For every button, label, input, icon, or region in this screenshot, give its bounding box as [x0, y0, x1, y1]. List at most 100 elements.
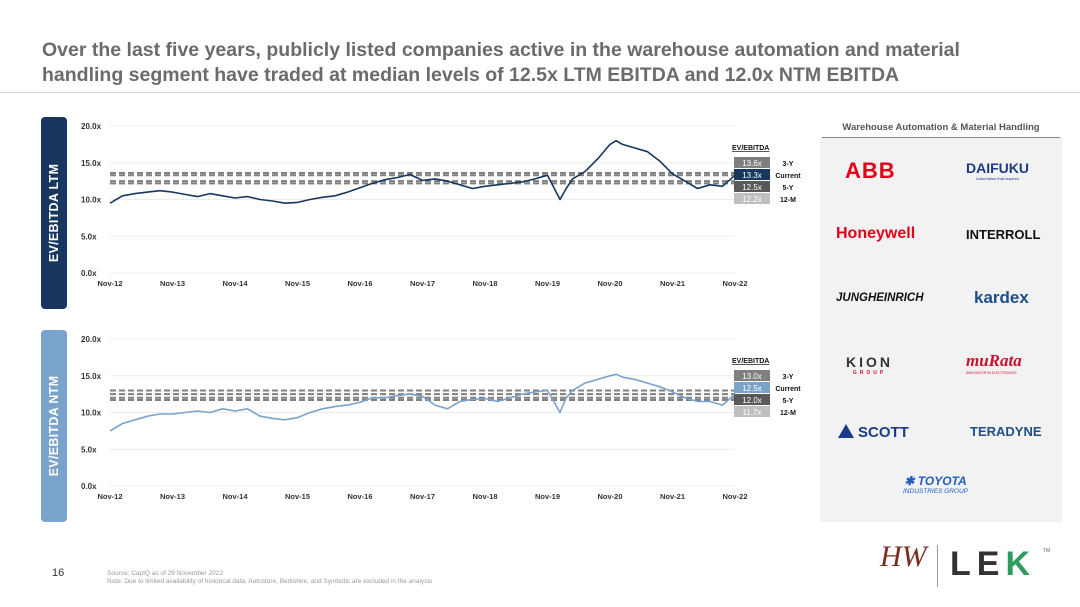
page-number: 16 [52, 567, 65, 579]
ltm-x-tick-label: Nov-20 [597, 279, 622, 288]
ltm-x-tick-label: Nov-18 [472, 279, 497, 288]
scott-wordmark: SCOTT [858, 424, 909, 441]
abb-logo: ABB [845, 158, 896, 183]
footnote: Source: CapIQ as of 29 November 2022 Not… [107, 570, 432, 586]
ltm-badge-current [734, 169, 770, 180]
ltm-x-tick-label: Nov-13 [160, 279, 185, 288]
ntm-chart: 0.0x 5.0x 10.0x 15.0x 20.0x Nov-12 Nov-13 Nov-1… [81, 335, 801, 501]
ltm-ev-ebitda-header: EV/EBITDA [732, 145, 769, 152]
title-divider [0, 92, 1080, 93]
murata-tagline: INNOVATOR IN ELECTRONICS [966, 371, 1017, 375]
ltm-x-tick-label: Nov-12 [97, 279, 122, 288]
ntm-badge-label-current: Current [775, 386, 801, 393]
ntm-x-tick-label: Nov-15 [285, 492, 310, 501]
ltm-chart: 0.0x 5.0x 10.0x 15.0x 20.0x Nov-12 Nov-13 Nov-1… [81, 122, 801, 288]
ltm-y-tick-label: 10.0x [81, 196, 102, 205]
logo-panel [820, 118, 1062, 522]
toyota-mark-icon: ✱ [904, 474, 915, 488]
ltm-badge-value-12-m: 12.2x [742, 195, 762, 204]
page-title: Over the last five years, publicly liste… [42, 38, 1042, 88]
kion-wordmark: KION [846, 354, 893, 370]
ntm-badge-12-m [734, 406, 770, 417]
ntm-x-tick-label: Nov-12 [97, 492, 122, 501]
daifuku-wordmark: DAIFUKU [966, 160, 1029, 176]
ntm-badge-value-current: 12.5x [742, 384, 762, 393]
daifuku-tagline: Automation that inspires [976, 176, 1019, 181]
lek-l: L [950, 545, 977, 583]
ntm-side-label: EV/EBITDA NTM [41, 330, 67, 522]
title-line-2: handling segment have traded at median l… [42, 64, 900, 86]
toyota-tagline: INDUSTRIES GROUP [903, 488, 969, 495]
ltm-badge-label-current: Current [775, 173, 801, 180]
ltm-badge-5-y [734, 181, 770, 192]
scott-mark-icon [838, 424, 854, 438]
scott-logo: SCOTT [838, 424, 909, 441]
ntm-x-tick-label: Nov-16 [347, 492, 372, 501]
ntm-y-tick-label: 5.0x [81, 445, 97, 454]
ntm-badge-value-3-y: 13.0x [742, 372, 762, 381]
ntm-x-tick-label: Nov-14 [222, 492, 248, 501]
lek-k: K [1005, 545, 1037, 583]
ntm-badge-value-12-m: 11.7x [743, 408, 762, 417]
ntm-y-tick-label: 0.0x [81, 482, 97, 491]
ltm-badge-value-current: 13.3x [742, 171, 762, 180]
footnote-note: Note: Due to limited availability of his… [107, 578, 433, 585]
brand-divider [937, 545, 938, 587]
murata-logo: muRata INNOVATOR IN ELECTRONICS [966, 351, 1022, 375]
ltm-side-label: EV/EBITDA LTM [41, 117, 67, 309]
honeywell-logo: Honeywell [836, 225, 916, 242]
ltm-y-tick-label: 5.0x [81, 232, 97, 241]
ltm-x-tick-label: Nov-22 [722, 279, 747, 288]
ltm-badge-12-m [734, 193, 770, 204]
ntm-x-tick-label: Nov-17 [410, 492, 435, 501]
kardex-logo: kardex [974, 288, 1029, 307]
ltm-x-tick-label: Nov-19 [535, 279, 560, 288]
ltm-x-tick-label: Nov-21 [660, 279, 685, 288]
ntm-badge-current [734, 382, 770, 393]
jungheinrich-logo: JUNGHEINRICH [836, 292, 924, 304]
ltm-x-tick-label: Nov-15 [285, 279, 310, 288]
ntm-x-tick-label: Nov-18 [472, 492, 497, 501]
hw-logo: HW [880, 540, 927, 573]
ltm-x-tick-label: Nov-16 [347, 279, 372, 288]
ntm-y-tick-label: 15.0x [81, 372, 102, 381]
ntm-series-line [109, 373, 736, 432]
ltm-x-tick-label: Nov-17 [410, 279, 435, 288]
ntm-badge-value-5-y: 12.0x [742, 396, 762, 405]
ntm-x-tick-label: Nov-13 [160, 492, 185, 501]
ltm-x-tick-label: Nov-14 [222, 279, 248, 288]
ltm-badge-3-y [734, 157, 770, 168]
logo-panel-header: Warehouse Automation & Material Handling [820, 118, 1062, 138]
kion-logo: KION GROUP [846, 354, 893, 376]
ntm-badge-label-3-y: 3-Y [783, 374, 794, 381]
ltm-badge-label-3-y: 3-Y [783, 161, 794, 168]
footnote-source: Source: CapIQ as of 29 November 2022 [107, 570, 223, 577]
teradyne-logo: TERADYNE [970, 424, 1042, 439]
ltm-y-tick-label: 15.0x [81, 159, 102, 168]
ntm-badge-label-12-m: 12-M [780, 410, 796, 417]
ntm-y-tick-label: 10.0x [81, 409, 102, 418]
ltm-badge-label-12-m: 12-M [780, 197, 796, 204]
daifuku-logo: DAIFUKU Automation that inspires [966, 160, 1029, 181]
ntm-x-tick-label: Nov-22 [722, 492, 747, 501]
kion-tagline: GROUP [852, 370, 887, 376]
lek-e: E [976, 545, 1006, 583]
ntm-badge-label-5-y: 5-Y [783, 398, 794, 405]
ltm-series-line [109, 139, 736, 204]
ntm-badge-5-y [734, 394, 770, 405]
ntm-x-tick-label: Nov-21 [660, 492, 685, 501]
ntm-y-tick-label: 20.0x [81, 335, 102, 344]
ntm-x-tick-label: Nov-19 [535, 492, 560, 501]
toyota-wordmark: TOYOTA [917, 474, 967, 488]
logo-panel-header-rule [822, 137, 1060, 138]
ltm-badge-value-5-y: 12.5x [742, 183, 762, 192]
ltm-badge-label-5-y: 5-Y [783, 185, 794, 192]
ltm-y-tick-label: 20.0x [81, 122, 102, 131]
ntm-badge-3-y [734, 370, 770, 381]
ntm-ev-ebitda-header: EV/EBITDA [732, 358, 769, 365]
ltm-badge-value-3-y: 13.6x [742, 159, 762, 168]
interroll-logo: INTERROLL [966, 227, 1041, 242]
ntm-side-label-text: EV/EBITDA NTM [47, 375, 61, 477]
ltm-side-label-text: EV/EBITDA LTM [47, 163, 61, 263]
ntm-x-tick-label: Nov-20 [597, 492, 622, 501]
